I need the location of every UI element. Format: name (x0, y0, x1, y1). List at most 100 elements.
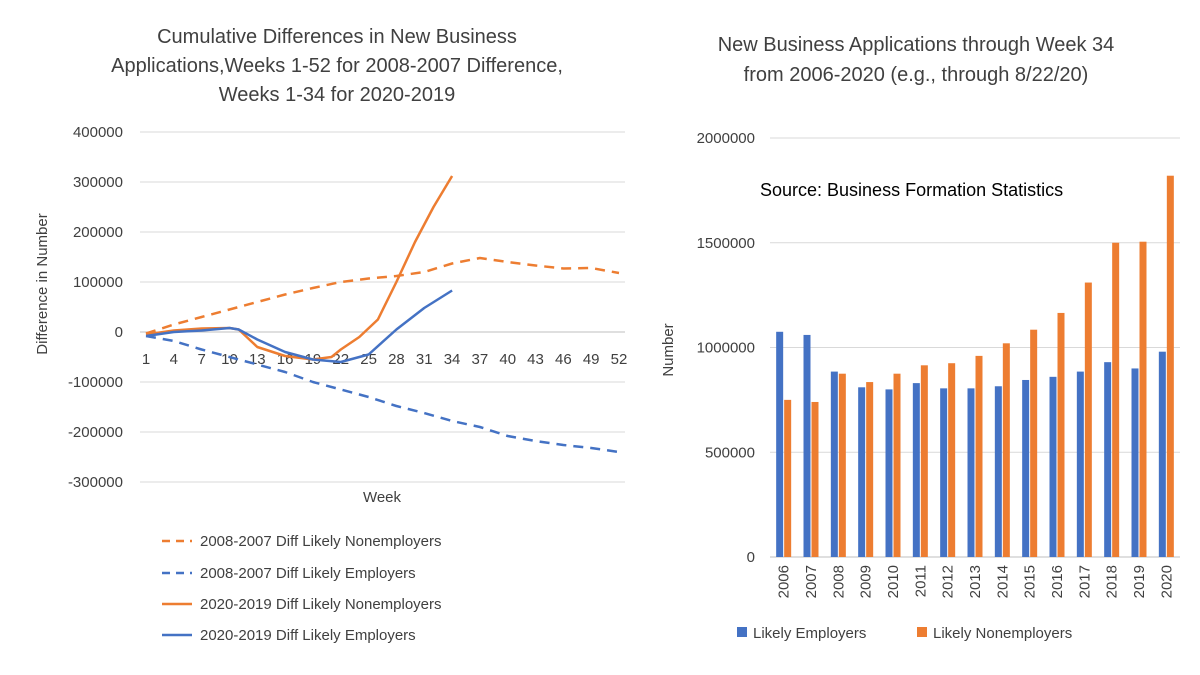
bar-chart-title-line-1: New Business Applications through Week 3… (718, 34, 1115, 56)
line-chart-x-tick-label: 10 (221, 351, 238, 368)
line-chart-x-tick-label: 1 (142, 351, 150, 368)
bar-chart-bars (776, 175, 1174, 557)
bar-likely-employers-2007 (803, 334, 811, 557)
bar-chart-y-axis-label: Number (660, 323, 677, 376)
line-chart-x-tick-label: 43 (527, 351, 544, 368)
line-chart-y-tick-label: 100000 (73, 274, 123, 291)
bar-likely-employers-2012 (940, 388, 948, 557)
bar-likely-employers-2014 (994, 386, 1002, 557)
line-chart-title-line-3: Weeks 1-34 for 2020-2019 (219, 84, 455, 106)
line-series-1 (145, 256, 620, 335)
bar-likely-employers-2016 (1049, 376, 1057, 557)
line-chart-y-tick-label: -300000 (68, 474, 123, 491)
bar-chart-y-tick-label: 0 (747, 549, 755, 566)
bar-chart-y-tick-label: 1000000 (697, 340, 755, 357)
bar-chart-x-tick-label: 2013 (967, 565, 984, 598)
line-chart-title-line-2: Applications,Weeks 1-52 for 2008-2007 Di… (111, 55, 563, 77)
bar-likely-nonemployers-2013 (975, 355, 983, 557)
bar-likely-nonemployers-2018 (1112, 242, 1120, 557)
line-chart-y-tick-label: 200000 (73, 224, 123, 241)
line-chart-x-tick-label: 7 (197, 351, 205, 368)
bar-chart-x-tick-label: 2014 (994, 565, 1011, 598)
bar-likely-nonemployers-2010 (893, 373, 901, 557)
line-chart-x-tick-label: 22 (332, 351, 349, 368)
line-chart-gridlines (140, 131, 625, 483)
bar-likely-employers-2010 (885, 389, 893, 557)
bar-likely-employers-2017 (1076, 371, 1084, 557)
bar-likely-nonemployers-2012 (948, 363, 956, 557)
bar-legend-swatch-2 (917, 627, 927, 637)
bar-likely-nonemployers-2014 (1002, 343, 1010, 557)
bar-chart-x-tick-label: 2010 (885, 565, 902, 598)
bar-likely-nonemployers-2019 (1139, 241, 1147, 557)
bar-chart-x-tick-label: 2011 (912, 565, 929, 597)
line-chart-x-tick-labels: 1 4 7 10 13 16 19 22 25 28 31 34 37 40 43 46 49 52 (142, 351, 628, 368)
bar-likely-employers-2006 (776, 331, 784, 557)
bar-legend-swatch-1 (737, 627, 747, 637)
line-legend-label-4: 2020-2019 Diff Likely Employers (200, 627, 416, 644)
line-chart-legend: 2008-2007 Diff Likely Nonemployers 2008-2… (162, 533, 442, 644)
line-chart-title-line-1: Cumulative Differences in New Business (157, 26, 517, 48)
line-chart-x-tick-label: 37 (472, 351, 489, 368)
bar-likely-nonemployers-2020 (1166, 175, 1174, 557)
bar-likely-employers-2013 (967, 388, 975, 557)
bar-chart-x-tick-labels: 2006 2007 2008 2009 2010 2011 2012 2013 2014 2015… (776, 565, 1176, 598)
line-chart: Cumulative Differences in New Business A… (34, 26, 627, 644)
bar-likely-employers-2008 (830, 371, 838, 557)
bar-chart-x-tick-label: 2007 (803, 565, 820, 598)
line-chart-x-tick-label: 4 (170, 351, 178, 368)
bar-chart: New Business Applications through Week 3… (660, 34, 1180, 642)
bar-likely-nonemployers-2017 (1084, 282, 1092, 557)
bar-likely-employers-2019 (1131, 368, 1139, 557)
line-chart-y-tick-label: 0 (115, 324, 123, 341)
bar-legend-label-1: Likely Employers (753, 625, 866, 642)
bar-likely-nonemployers-2015 (1030, 329, 1038, 557)
line-chart-x-tick-label: 31 (416, 351, 433, 368)
line-chart-y-tick-label: 300000 (73, 174, 123, 191)
bar-chart-legend: Likely Employers Likely Nonemployers (737, 625, 1072, 642)
bar-likely-nonemployers-2006 (784, 399, 792, 557)
bar-chart-title-line-2: from 2006-2020 (e.g., through 8/22/20) (744, 64, 1089, 86)
line-chart-x-tick-label: 28 (388, 351, 405, 368)
bar-chart-x-tick-label: 2012 (940, 565, 957, 598)
bar-chart-x-tick-label: 2009 (858, 565, 875, 598)
line-chart-x-tick-label: 34 (444, 351, 461, 368)
bar-chart-y-tick-labels: 0 500000 1000000 1500000 2000000 (697, 130, 755, 566)
bar-likely-nonemployers-2016 (1057, 312, 1065, 557)
line-chart-series (145, 175, 620, 454)
bar-likely-nonemployers-2011 (920, 365, 928, 557)
line-chart-y-tick-labels: 400000 300000 200000 100000 0 -100000 -200000 -… (68, 124, 123, 491)
line-chart-y-tick-label: -100000 (68, 374, 123, 391)
bar-chart-gridlines (770, 137, 1180, 558)
bar-chart-x-tick-label: 2015 (1022, 565, 1039, 598)
bar-chart-x-tick-label: 2016 (1049, 565, 1066, 598)
line-chart-x-tick-label: 52 (611, 351, 628, 368)
bar-chart-x-tick-label: 2017 (1076, 565, 1093, 598)
line-chart-y-tick-label: 400000 (73, 124, 123, 141)
bar-likely-nonemployers-2008 (838, 373, 846, 557)
bar-chart-y-tick-label: 500000 (705, 444, 755, 461)
bar-likely-employers-2011 (912, 383, 920, 557)
bar-likely-employers-2009 (858, 387, 866, 557)
line-series-2 (145, 334, 620, 454)
bar-chart-y-tick-label: 2000000 (697, 130, 755, 147)
bar-chart-x-tick-label: 2020 (1158, 565, 1175, 598)
line-series-4 (145, 289, 453, 364)
bar-chart-x-tick-label: 2019 (1131, 565, 1148, 598)
line-chart-x-axis-label: Week (363, 489, 402, 506)
line-chart-x-tick-label: 40 (499, 351, 516, 368)
line-legend-label-1: 2008-2007 Diff Likely Nonemployers (200, 533, 442, 550)
bar-chart-x-tick-label: 2008 (830, 565, 847, 598)
bar-chart-source-annotation: Source: Business Formation Statistics (760, 180, 1063, 200)
bar-legend-label-2: Likely Nonemployers (933, 625, 1072, 642)
line-chart-y-axis-label: Difference in Number (34, 213, 51, 354)
bar-likely-employers-2020 (1158, 351, 1166, 557)
bar-chart-x-tick-label: 2018 (1104, 565, 1121, 598)
line-legend-label-2: 2008-2007 Diff Likely Employers (200, 565, 416, 582)
bar-likely-employers-2018 (1104, 362, 1112, 557)
line-legend-label-3: 2020-2019 Diff Likely Nonemployers (200, 596, 442, 613)
line-chart-x-tick-label: 49 (583, 351, 600, 368)
bar-likely-nonemployers-2007 (811, 401, 819, 557)
line-chart-x-tick-label: 46 (555, 351, 572, 368)
